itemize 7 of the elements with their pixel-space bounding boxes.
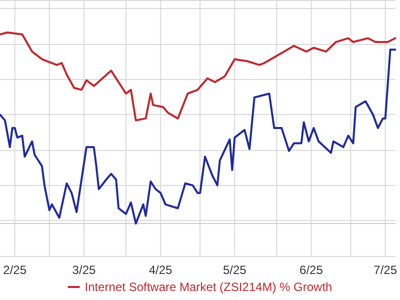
x-tick-label: 5/25: [222, 263, 247, 277]
x-tick-label: 7/25: [374, 263, 398, 277]
x-tick-label: 2/25: [3, 263, 27, 277]
x-tick-label: 3/25: [72, 263, 96, 277]
x-tick-label: 6/25: [300, 263, 324, 277]
x-tick-label: 4/25: [148, 263, 173, 277]
legend-label: Internet Software Market (ZSI214M) % Growth: [84, 280, 332, 294]
